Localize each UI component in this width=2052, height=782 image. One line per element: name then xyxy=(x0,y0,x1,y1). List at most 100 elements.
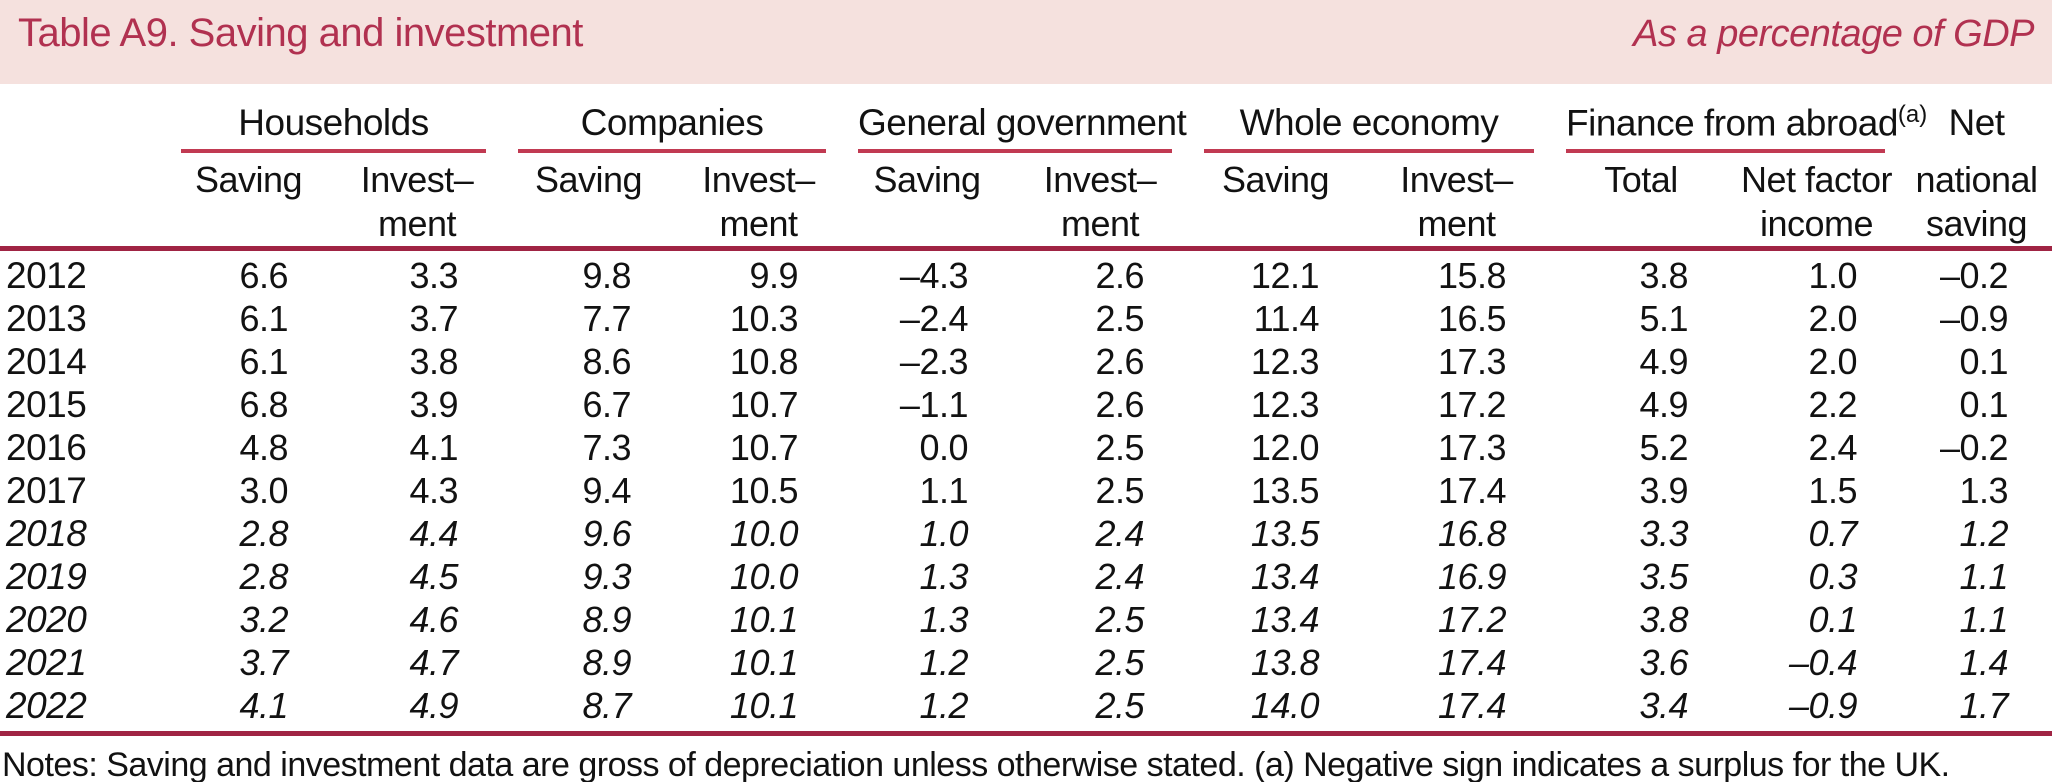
value-cell: 12.3 xyxy=(1250,384,1320,426)
value-cell: 2.8 xyxy=(239,513,288,555)
value-cell: 13.5 xyxy=(1250,513,1320,555)
value-cell: 4.1 xyxy=(409,427,458,469)
table-row: 2021 3.7 4.7 8.9 10.1 1.2 2.5 13.8 17.4 3.6 –0.4 1.… xyxy=(0,641,2052,684)
value-cell: 10.7 xyxy=(729,384,799,426)
value-cell: 2.0 xyxy=(1808,341,1858,383)
group-label: Whole economy xyxy=(1204,102,1535,154)
value-cell: 1.2 xyxy=(842,684,1012,737)
value-cell: 2.6 xyxy=(1095,384,1144,426)
col-header-whole-economy-saving: Saving xyxy=(1188,153,1363,252)
table-row: 2018 2.8 4.4 9.6 10.0 1.0 2.4 13.5 16.8 3.3 0.7 1.2 xyxy=(0,512,2052,555)
value-cell: 1.1 xyxy=(1959,556,2009,598)
value-cell: 1.3 xyxy=(919,599,968,641)
value-cell: 4.6 xyxy=(409,599,458,641)
value-cell: 1.7 xyxy=(1901,684,2052,737)
value-cell: 6.7 xyxy=(582,384,631,426)
value-cell: 7.7 xyxy=(582,298,631,340)
value-cell: –0.2 xyxy=(1939,255,2009,297)
value-cell: 13.5 xyxy=(1250,470,1320,512)
year-cell: 2015 xyxy=(6,384,87,426)
sub-header-row: Saving Invest– ment Saving Invest– ment Sa… xyxy=(0,153,2052,252)
value-cell: 2.6 xyxy=(1095,255,1144,297)
value-cell: 4.9 xyxy=(1639,341,1689,383)
value-cell: –0.4 xyxy=(1788,642,1858,684)
value-cell: 1.0 xyxy=(1808,255,1858,297)
value-cell: 8.6 xyxy=(582,341,631,383)
value-cell: 2.8 xyxy=(239,556,288,598)
group-header-companies: Companies xyxy=(502,94,842,154)
value-cell: 8.9 xyxy=(582,599,631,641)
table-row: 2013 6.1 3.7 7.7 10.3 –2.4 2.5 11.4 16.5 5.1 2.0 –0… xyxy=(0,297,2052,340)
value-cell: 4.1 xyxy=(165,684,332,737)
table-title: Table A9. Saving and investment xyxy=(18,11,583,55)
value-cell: 10.8 xyxy=(729,341,799,383)
value-cell: 10.1 xyxy=(675,684,842,737)
year-cell: 2017 xyxy=(6,470,87,512)
value-cell: 0.1 xyxy=(1808,599,1858,641)
value-cell: 7.3 xyxy=(582,427,631,469)
value-cell: 16.9 xyxy=(1437,556,1507,598)
value-cell: 3.6 xyxy=(1639,642,1689,684)
group-header-row: Households Companies General government … xyxy=(0,94,2052,154)
table-body: 2012 6.6 3.3 9.8 9.9 –4.3 2.6 12.1 15.8 3.8 1.0 –0.… xyxy=(0,249,2052,737)
value-cell: 10.5 xyxy=(729,470,799,512)
value-cell: –0.9 xyxy=(1732,684,1902,737)
value-cell: 3.3 xyxy=(1639,513,1689,555)
value-cell: 0.0 xyxy=(919,427,968,469)
value-cell: 17.4 xyxy=(1363,684,1551,737)
table-row: 2012 6.6 3.3 9.8 9.9 –4.3 2.6 12.1 15.8 3.8 1.0 –0.… xyxy=(0,249,2052,298)
value-cell: 3.5 xyxy=(1639,556,1689,598)
value-cell: 17.4 xyxy=(1437,642,1507,684)
table-unit-label: As a percentage of GDP xyxy=(1633,13,2034,55)
year-cell: 2013 xyxy=(6,298,87,340)
value-cell: 0.1 xyxy=(1959,341,2009,383)
value-cell: 4.7 xyxy=(409,642,458,684)
value-cell: 1.1 xyxy=(1959,599,2009,641)
value-cell: 0.1 xyxy=(1959,384,2009,426)
value-cell: 1.1 xyxy=(919,470,968,512)
group-header-finance-from-abroad: Finance from abroad(a) xyxy=(1550,94,1927,154)
group-header-whole-economy: Whole economy xyxy=(1188,94,1550,154)
year-cell: 2021 xyxy=(6,642,87,684)
value-cell: 13.4 xyxy=(1250,599,1320,641)
value-cell: 1.4 xyxy=(1959,642,2009,684)
value-cell: 8.9 xyxy=(582,642,631,684)
group-label: Households xyxy=(181,102,486,154)
value-cell: 3.7 xyxy=(239,642,288,684)
value-cell: 4.9 xyxy=(332,684,502,737)
group-label: General government xyxy=(858,102,1187,154)
year-cell: 2020 xyxy=(6,599,87,641)
value-cell: 10.1 xyxy=(729,642,799,684)
value-cell: 6.6 xyxy=(239,255,288,297)
value-cell: 17.3 xyxy=(1437,427,1507,469)
col-header-companies-saving: Saving xyxy=(502,153,675,252)
value-cell: 16.5 xyxy=(1437,298,1507,340)
table-row: 2017 3.0 4.3 9.4 10.5 1.1 2.5 13.5 17.4 3.9 1.5 1.3 xyxy=(0,469,2052,512)
value-cell: 1.3 xyxy=(1959,470,2009,512)
value-cell: 6.8 xyxy=(239,384,288,426)
value-cell: 1.2 xyxy=(1959,513,2009,555)
table-row: 2022 4.1 4.9 8.7 10.1 1.2 2.5 14.0 17.4 3.4 –0.9 1.… xyxy=(0,684,2052,737)
value-cell: 2.4 xyxy=(1095,513,1144,555)
value-cell: 9.4 xyxy=(582,470,631,512)
value-cell: –4.3 xyxy=(899,255,969,297)
value-cell: 2.2 xyxy=(1808,384,1858,426)
value-cell: 3.0 xyxy=(239,470,288,512)
value-cell: 2.5 xyxy=(1095,599,1144,641)
value-cell: 9.9 xyxy=(749,255,798,297)
value-cell: 1.5 xyxy=(1808,470,1858,512)
value-cell: 12.0 xyxy=(1250,427,1320,469)
value-cell: 17.2 xyxy=(1437,599,1507,641)
value-cell: –1.1 xyxy=(899,384,969,426)
value-cell: 0.7 xyxy=(1808,513,1858,555)
value-cell: 2.5 xyxy=(1095,470,1144,512)
value-cell: 2.0 xyxy=(1808,298,1858,340)
value-cell: 4.9 xyxy=(1639,384,1689,426)
value-cell: 2.5 xyxy=(1095,427,1144,469)
value-cell: 3.8 xyxy=(1639,255,1689,297)
col-header-net-national-saving: national saving xyxy=(1901,153,2052,252)
value-cell: 15.8 xyxy=(1437,255,1507,297)
value-cell: 3.7 xyxy=(409,298,458,340)
table-row: 2014 6.1 3.8 8.6 10.8 –2.3 2.6 12.3 17.3 4.9 2.0 0.… xyxy=(0,340,2052,383)
year-cell: 2014 xyxy=(6,341,87,383)
